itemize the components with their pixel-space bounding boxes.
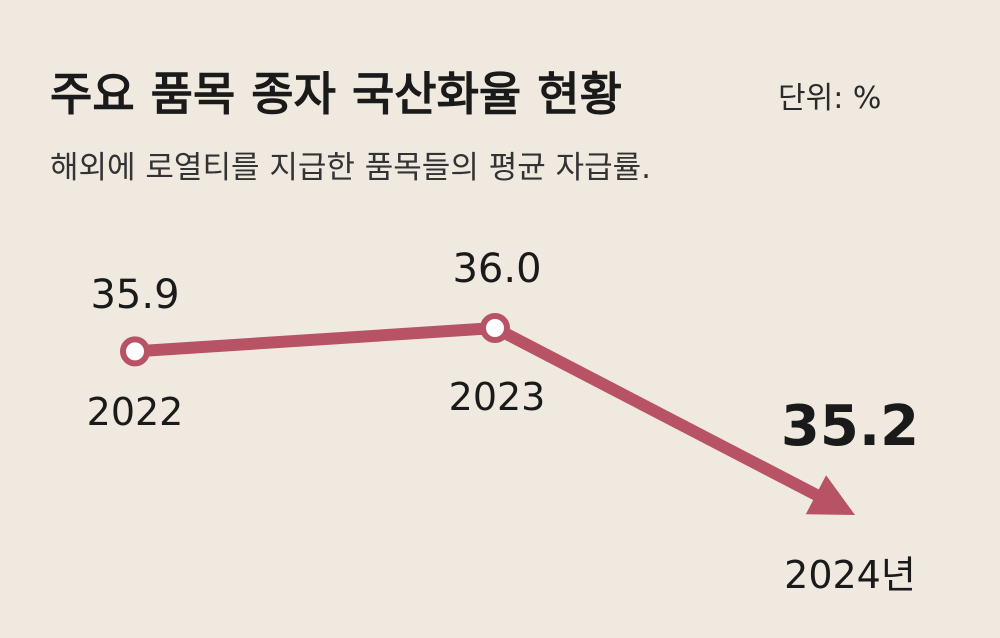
data-point — [480, 313, 510, 343]
data-label: 35.2 — [781, 394, 919, 459]
x-tick-label: 2024년 — [784, 553, 916, 597]
series-line-segment — [129, 322, 501, 358]
chart-marks: 35.9 36.0 35.2 2022 2023 2024년 — [87, 246, 919, 597]
chart-title: 주요 품목 종자 국산화율 현황 — [50, 67, 622, 121]
data-point — [120, 336, 150, 367]
series-line-segment — [489, 322, 826, 503]
x-tick-label: 2023 — [449, 375, 546, 419]
unit-label: 단위: % — [778, 81, 881, 116]
data-label: 35.9 — [90, 272, 179, 318]
trend-arrowhead — [805, 475, 855, 515]
data-label: 36.0 — [452, 246, 541, 292]
chart-subtitle: 해외에 로열티를 지급한 품목들의 평균 자급률. — [50, 150, 651, 186]
x-tick-label: 2022 — [87, 390, 184, 434]
